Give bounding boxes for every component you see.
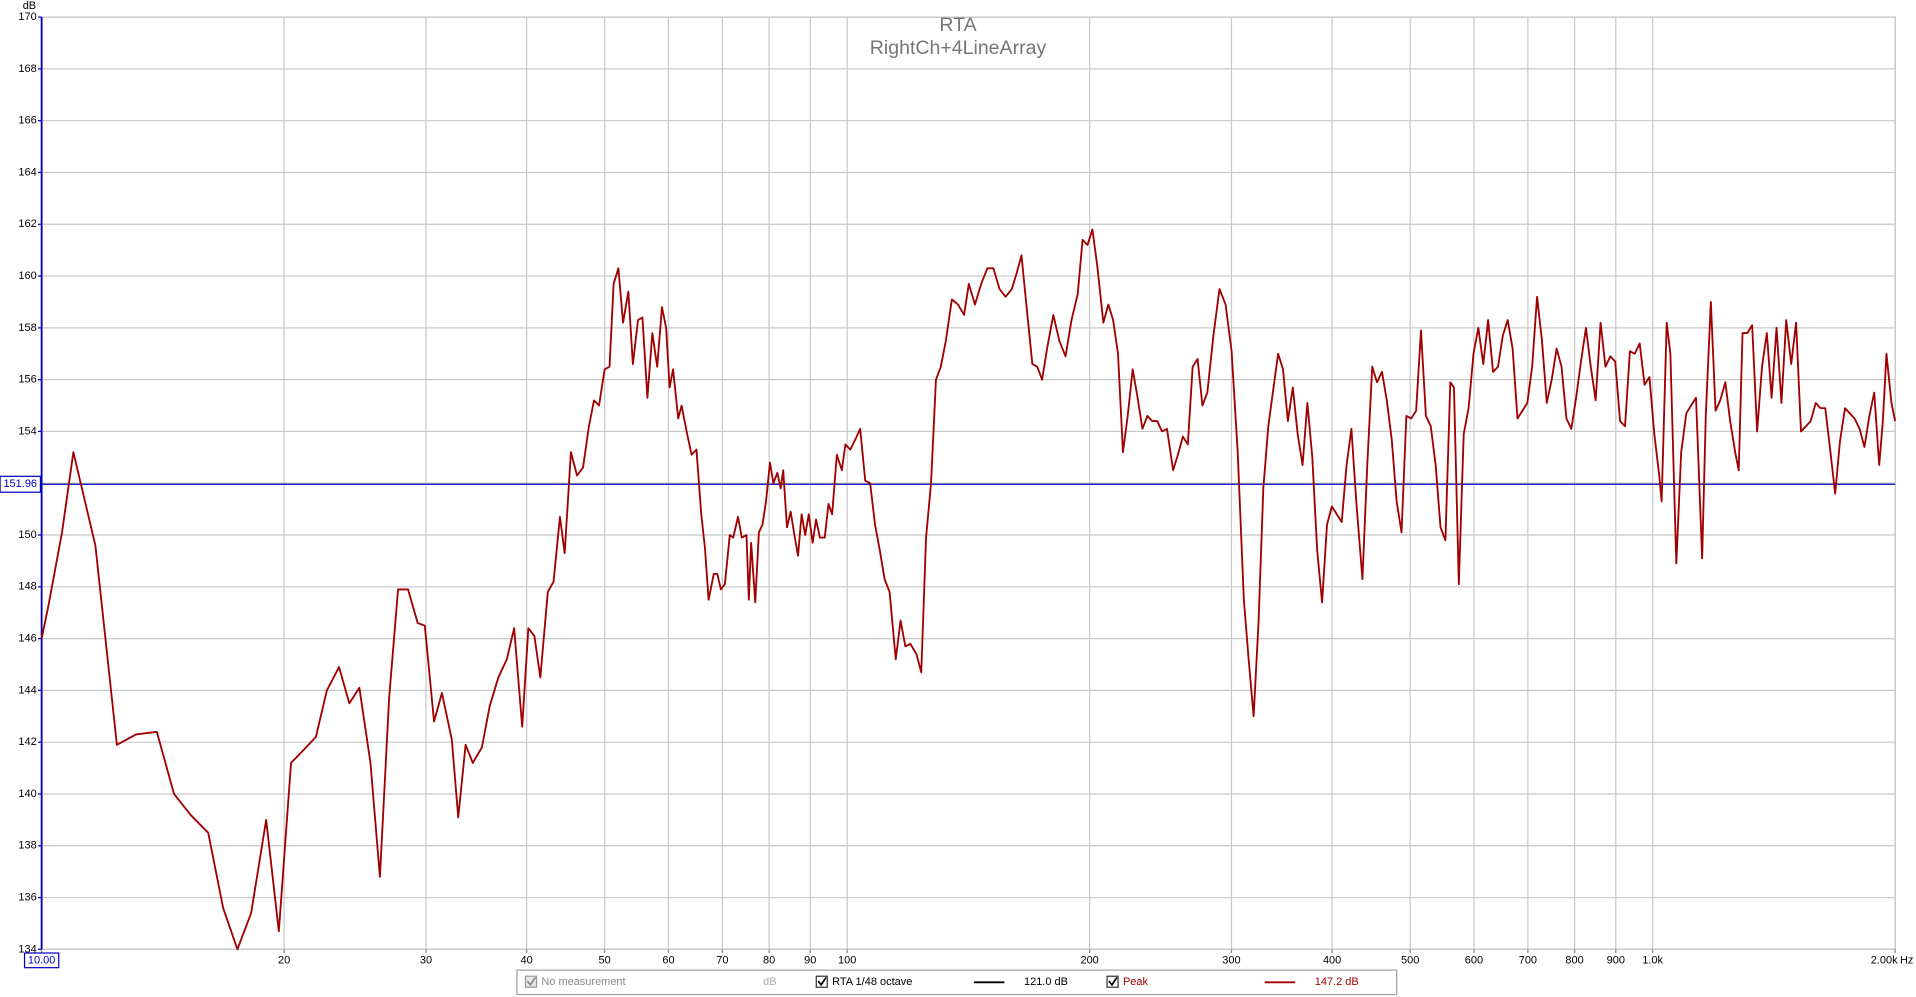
y-tick-label: 156 [18,374,36,386]
x-tick-label: 400 [1323,954,1341,966]
y-tick-label: 164 [18,166,36,178]
x-tick-label: 10.00 [28,954,56,966]
marker-label: 151.96 [3,478,37,490]
x-tick-label: 20 [278,954,290,966]
x-tick-label: 100 [838,954,856,966]
checkbox[interactable] [815,975,828,988]
x-tick-label: 200 [1080,954,1098,966]
y-tick-label: 154 [18,425,36,437]
x-tick-label: 60 [662,954,674,966]
x-tick-label: 80 [763,954,775,966]
chart-subtitle: RightCh+4LineArray [870,37,1047,59]
y-tick-label: 144 [18,684,36,696]
checkbox[interactable] [524,975,538,988]
x-tick-label: 600 [1465,954,1483,966]
x-axis-label: Hz [1900,954,1913,966]
y-tick-label: 150 [18,529,36,541]
marker-box [0,475,42,493]
legend-label: Peak [1123,976,1149,988]
chart-title: RTA [939,14,976,36]
plot-area: 1341361381401421441461481501521541561581… [0,11,1913,969]
x-start-box [23,952,60,969]
x-tick-label: 1.0k [1642,954,1663,966]
y-tick-label: 146 [18,633,36,645]
x-tick-label: 30 [420,954,432,966]
measurement-text: No measurement [541,976,625,988]
x-tick-label: 800 [1565,954,1583,966]
y-tick-label: 160 [18,270,36,282]
y-tick-label: 148 [18,581,36,593]
y-tick-label: 140 [18,788,36,800]
series-line [40,228,1897,951]
legend-label: RTA 1/48 octave [832,976,912,988]
checkbox[interactable] [1106,975,1119,988]
y-tick-label: 142 [18,736,36,748]
y-tick-label: 166 [18,115,36,127]
legend-level: 147.2 dB [1315,976,1359,988]
x-tick-label: 2.00k [1871,954,1898,966]
y-tick-label: 162 [18,218,36,230]
unit-text: dB [763,976,776,988]
x-tick-label: 50 [599,954,611,966]
y-axis-label: dB [23,0,36,12]
x-tick-label: 500 [1401,954,1419,966]
status-frame [516,969,1398,996]
legend-level: 121.0 dB [1024,976,1068,988]
y-tick-label: 158 [18,322,36,334]
x-tick-label: 900 [1607,954,1625,966]
check-mark [526,976,536,987]
x-tick-label: 40 [520,954,532,966]
y-tick-label: 138 [18,840,36,852]
x-tick-label: 90 [804,954,816,966]
y-tick-label: 134 [18,943,36,955]
check-mark [1108,976,1118,987]
status-bar: No measurement dB RTA 1/48 octave 121.0 … [516,969,1398,996]
y-tick-label: 136 [18,891,36,903]
y-tick-label: 170 [18,11,36,23]
x-tick-label: 300 [1222,954,1240,966]
x-tick-label: 70 [716,954,728,966]
check-mark [817,976,827,987]
x-tick-label: 700 [1519,954,1537,966]
y-tick-label: 168 [18,63,36,75]
